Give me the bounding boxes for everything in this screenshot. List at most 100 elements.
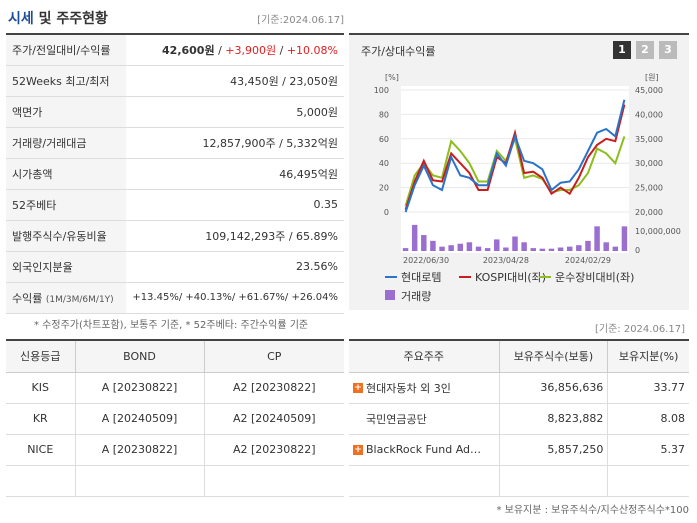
chart-panel: 주가/상대수익률 1 2 3 [%] [원] 0 20 40 60 80 100 20,000 2… — [349, 33, 689, 310]
separator: / — [214, 43, 226, 57]
holders-base-date: [기준: 2024.06.17] — [594, 324, 685, 335]
return-label-cell: 수익률 (1M/3M/6M/1Y) — [6, 282, 127, 314]
volume-bar — [521, 242, 527, 251]
row-label: 외국인지분율 — [6, 251, 127, 283]
price-change: +3,900원 — [225, 43, 277, 57]
cell — [499, 465, 609, 497]
holder-name: 국민연금공단 — [366, 412, 427, 426]
right-axis-unit: [원] — [645, 73, 659, 82]
major-shareholders-table: 주요주주 보유주식수(보통) 보유지분(%) + 현대자동차 외 3인 36,85… — [349, 339, 689, 497]
stock-chart: [%] [원] 0 20 40 60 80 100 20,000 25,000 30,000 35,0… — [374, 73, 681, 303]
chart-tab-1[interactable]: 1 — [613, 41, 631, 59]
holder-shares: 36,856,636 — [499, 372, 609, 404]
expand-icon[interactable]: + — [353, 382, 363, 393]
footnote-holders: * 보유지분 : 보유주식수/지수산정주식수*100 — [496, 505, 689, 516]
right-tick-label: 30,000 — [635, 159, 663, 168]
right-tick-label: 45,000 — [635, 86, 663, 95]
left-tick-label: 80 — [379, 110, 389, 119]
holder-name-cell: +BlackRock Fund Advisors — [349, 434, 500, 466]
left-axis-unit: [%] — [385, 73, 399, 82]
right-tick-label: 25,000 — [635, 184, 663, 193]
legend-label: 운수장비대비(좌) — [555, 271, 634, 284]
col-header: BOND — [75, 340, 205, 373]
volume-bar — [457, 243, 464, 251]
cell — [607, 465, 689, 497]
stock-info-table: 주가/전일대비/수익률 42,600원 / +3,900원 / +10.08% … — [6, 33, 344, 314]
table-row: 외국인지분율 23.56% — [6, 251, 344, 283]
col-header: CP — [204, 340, 344, 373]
cell: A [20240509] — [75, 403, 205, 435]
row-value: 43,450원 / 23,050원 — [126, 65, 344, 97]
row-label: 52Weeks 최고/최저 — [6, 65, 127, 97]
table-row — [349, 465, 689, 497]
table-row: + 현대자동차 외 3인 36,856,636 33.77 — [349, 372, 689, 404]
table-row: KR A [20240509] A2 [20240509] — [6, 403, 344, 435]
base-date: [기준:2024.06.17] — [257, 15, 344, 26]
table-row: 액면가 5,000원 — [6, 96, 344, 128]
series-line-0 — [404, 99, 626, 213]
volume-bar — [530, 248, 536, 251]
table-row: 주가/전일대비/수익률 42,600원 / +3,900원 / +10.08% — [6, 34, 344, 66]
table-row: 52Weeks 최고/최저 43,450원 / 23,050원 — [6, 65, 344, 97]
volume-bar — [557, 247, 564, 251]
cell: A2 [20230822] — [204, 372, 344, 404]
expand-icon[interactable]: + — [353, 444, 363, 455]
chart-tab-3[interactable]: 3 — [659, 41, 677, 59]
left-tick-label: 100 — [374, 86, 389, 95]
row-value: 0.35 — [126, 189, 344, 221]
x-tick-label: 2024/02/29 — [565, 256, 611, 265]
right-tick-label: 20,000 — [635, 208, 663, 217]
volume-bar — [402, 248, 409, 251]
row-value: 109,142,293주 / 65.89% — [126, 220, 344, 252]
row-label: 발행주식수/유동비율 — [6, 220, 127, 252]
section-subtitle: 및 주주현황 — [33, 11, 108, 27]
volume-tick-label: 10,000,000 — [635, 227, 681, 236]
volume-bar — [448, 245, 454, 251]
left-tick-label: 0 — [384, 208, 389, 217]
row-label: 시가총액 — [6, 158, 127, 190]
x-tick-label: 2023/04/28 — [483, 256, 529, 265]
chart-title: 주가/상대수익률 — [361, 45, 436, 58]
volume-bar — [439, 246, 445, 251]
col-header: 보유지분(%) — [607, 340, 689, 373]
volume-bar — [494, 239, 500, 251]
price-label: 주가/전일대비/수익률 — [6, 34, 127, 66]
chart-tab-2[interactable]: 2 — [636, 41, 654, 59]
cell: A2 [20230822] — [204, 434, 344, 466]
col-header: 신용등급 — [6, 340, 76, 373]
legend-label: KOSPI대비(좌) — [475, 271, 546, 284]
volume-bar — [430, 240, 436, 251]
volume-bar — [411, 224, 418, 251]
table-row: 52주베타 0.35 — [6, 189, 344, 221]
table-row: 국민연금공단 8,823,882 8.08 — [349, 403, 689, 435]
left-tick-label: 20 — [379, 184, 389, 193]
row-value: 23.56% — [126, 251, 344, 283]
volume-bar — [594, 226, 600, 251]
holder-pct: 5.37 — [607, 434, 689, 466]
volume-bar — [484, 248, 491, 251]
row-label: 52주베타 — [6, 189, 127, 221]
cell: KR — [6, 403, 76, 435]
right-tick-label: 35,000 — [635, 135, 663, 144]
volume-bar — [621, 226, 628, 251]
table-row: 시가총액 46,495억원 — [6, 158, 344, 190]
volume-bar — [475, 246, 482, 251]
table-row: NICE A [20230822] A2 [20230822] — [6, 434, 344, 466]
plot-background — [401, 86, 629, 253]
table-row: 발행주식수/유동비율 109,142,293주 / 65.89% — [6, 220, 344, 252]
return-label: 수익률 — [12, 291, 43, 305]
row-value: 5,000원 — [126, 96, 344, 128]
cell: A [20230822] — [75, 372, 205, 404]
volume-bar — [603, 242, 609, 251]
legend-swatch — [385, 290, 395, 300]
row-value: 46,495억원 — [126, 158, 344, 190]
holder-pct: 8.08 — [607, 403, 689, 435]
volume-bar — [539, 248, 546, 251]
left-tick-label: 40 — [379, 159, 389, 168]
volume-bar — [566, 246, 573, 251]
col-header: 보유주식수(보통) — [499, 340, 609, 373]
x-tick-label: 2022/06/30 — [403, 256, 449, 265]
holder-shares: 5,857,250 — [499, 434, 609, 466]
legend-label: 현대로템 — [401, 271, 441, 284]
current-price: 42,600원 — [162, 43, 215, 57]
